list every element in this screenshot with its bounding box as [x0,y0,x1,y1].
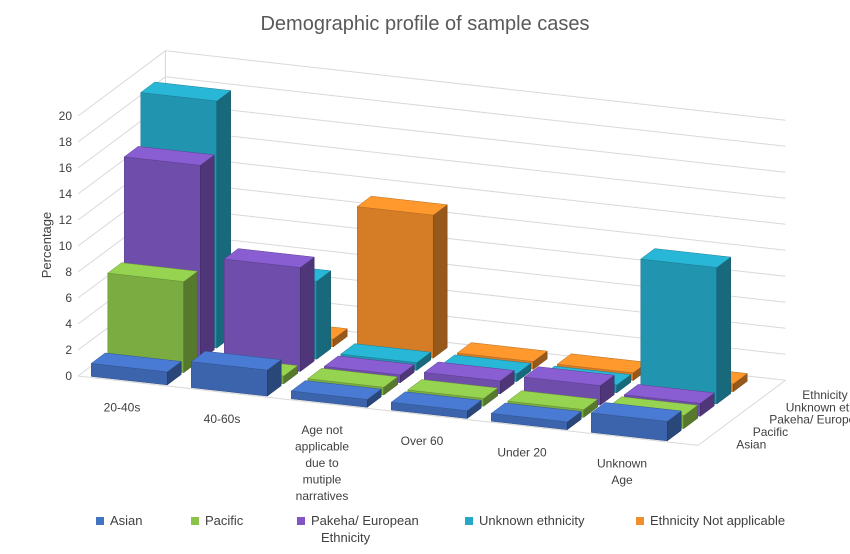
legend-item: Pacific [191,513,243,528]
legend-swatch [636,516,644,525]
depth-label: Asian [736,437,766,451]
category-label: 40-60s [204,412,241,426]
bar [107,262,199,374]
legend-label: Asian [110,513,143,528]
floor-edge [77,375,786,446]
legend-label: Ethnicity Not applicable [650,513,786,528]
y-tick-label: 18 [59,135,73,149]
category-label: Under 20 [497,445,547,459]
y-tick-label: 12 [59,213,73,227]
chart-title: Demographic profile of sample cases [260,13,589,35]
bar [640,248,732,405]
legend-label: Pakeha/ European [311,513,419,528]
bar [90,352,182,386]
legend-item: Ethnicity Not applicable [636,513,785,528]
y-tick-label: 14 [59,187,73,201]
bar [190,350,282,397]
y-tick-label: 4 [65,317,72,331]
legend-item: Unknown ethnicity [465,513,585,528]
legend-title: Ethnicity [321,530,371,545]
y-axis-label: Percentage [39,212,54,279]
gridline [77,50,786,121]
bar [490,402,582,431]
y-tick-label: 6 [65,291,72,305]
legend-swatch [191,516,199,525]
bar [223,248,315,372]
bar [390,391,482,419]
category-label: Over 60 [401,434,444,448]
legend-label: Pacific [205,513,244,528]
y-tick-label: 16 [59,161,73,175]
y-tick-label: 8 [65,265,72,279]
legend-item: Asian [96,513,143,528]
depth-label: Pakeha/ European [769,413,850,427]
y-tick-label: 0 [65,369,72,383]
legend-swatch [96,516,104,525]
depth-label: Unknown ethnicity [786,400,850,414]
y-tick-label: 2 [65,343,72,357]
depth-label: Pacific [753,425,788,439]
bar [590,402,682,442]
legend: Asian Pacific Pakeha/ European Unknown ethn… [0,513,850,533]
category-label: Unknown Age [597,457,647,488]
legend-item: Pakeha/ European [297,513,419,528]
legend-label: Unknown ethnicity [479,513,585,528]
category-label: 20-40s [104,401,141,415]
depth-label: Ethnicity Not applicable [802,388,850,402]
legend-swatch [297,516,305,525]
y-tick-label: 10 [59,239,73,253]
bar [356,195,448,359]
category-label: Age not applicable due to mutiple narratives [295,423,349,503]
legend-swatch [465,516,473,525]
bar [290,380,382,408]
y-tick-label: 20 [59,109,73,123]
